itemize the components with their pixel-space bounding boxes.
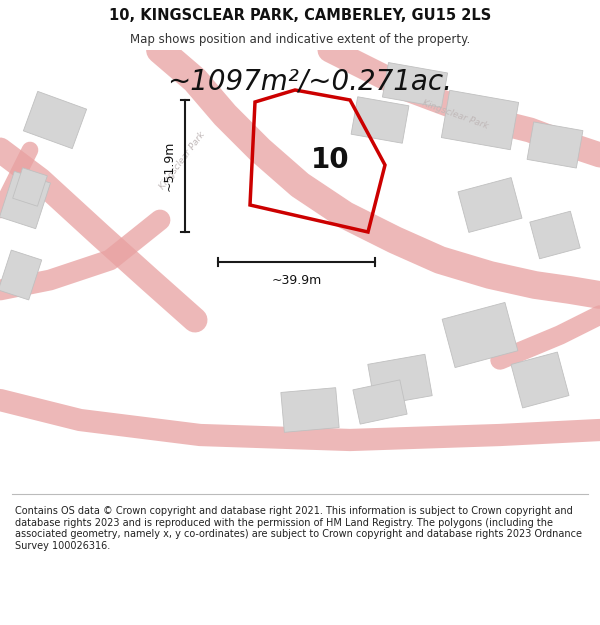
Text: ~51.9m: ~51.9m: [163, 141, 176, 191]
Text: Kingsclear Park: Kingsclear Park: [157, 129, 206, 191]
Polygon shape: [13, 168, 47, 206]
Polygon shape: [442, 90, 518, 150]
Polygon shape: [382, 62, 448, 107]
Polygon shape: [442, 302, 518, 368]
Text: 10: 10: [311, 146, 349, 174]
Text: Map shows position and indicative extent of the property.: Map shows position and indicative extent…: [130, 32, 470, 46]
Text: ~1097m²/~0.271ac.: ~1097m²/~0.271ac.: [167, 68, 452, 96]
Polygon shape: [458, 177, 522, 232]
Polygon shape: [0, 171, 50, 229]
Polygon shape: [351, 97, 409, 143]
Polygon shape: [368, 354, 432, 406]
Text: Kingsclear Park: Kingsclear Park: [421, 99, 489, 131]
Polygon shape: [511, 352, 569, 408]
Polygon shape: [527, 122, 583, 168]
Polygon shape: [281, 388, 339, 432]
Polygon shape: [353, 380, 407, 424]
Text: 10, KINGSCLEAR PARK, CAMBERLEY, GU15 2LS: 10, KINGSCLEAR PARK, CAMBERLEY, GU15 2LS: [109, 8, 491, 22]
Polygon shape: [23, 91, 86, 149]
Text: Contains OS data © Crown copyright and database right 2021. This information is : Contains OS data © Crown copyright and d…: [15, 506, 582, 551]
Polygon shape: [0, 250, 42, 300]
Polygon shape: [530, 211, 580, 259]
Text: ~39.9m: ~39.9m: [271, 274, 322, 286]
